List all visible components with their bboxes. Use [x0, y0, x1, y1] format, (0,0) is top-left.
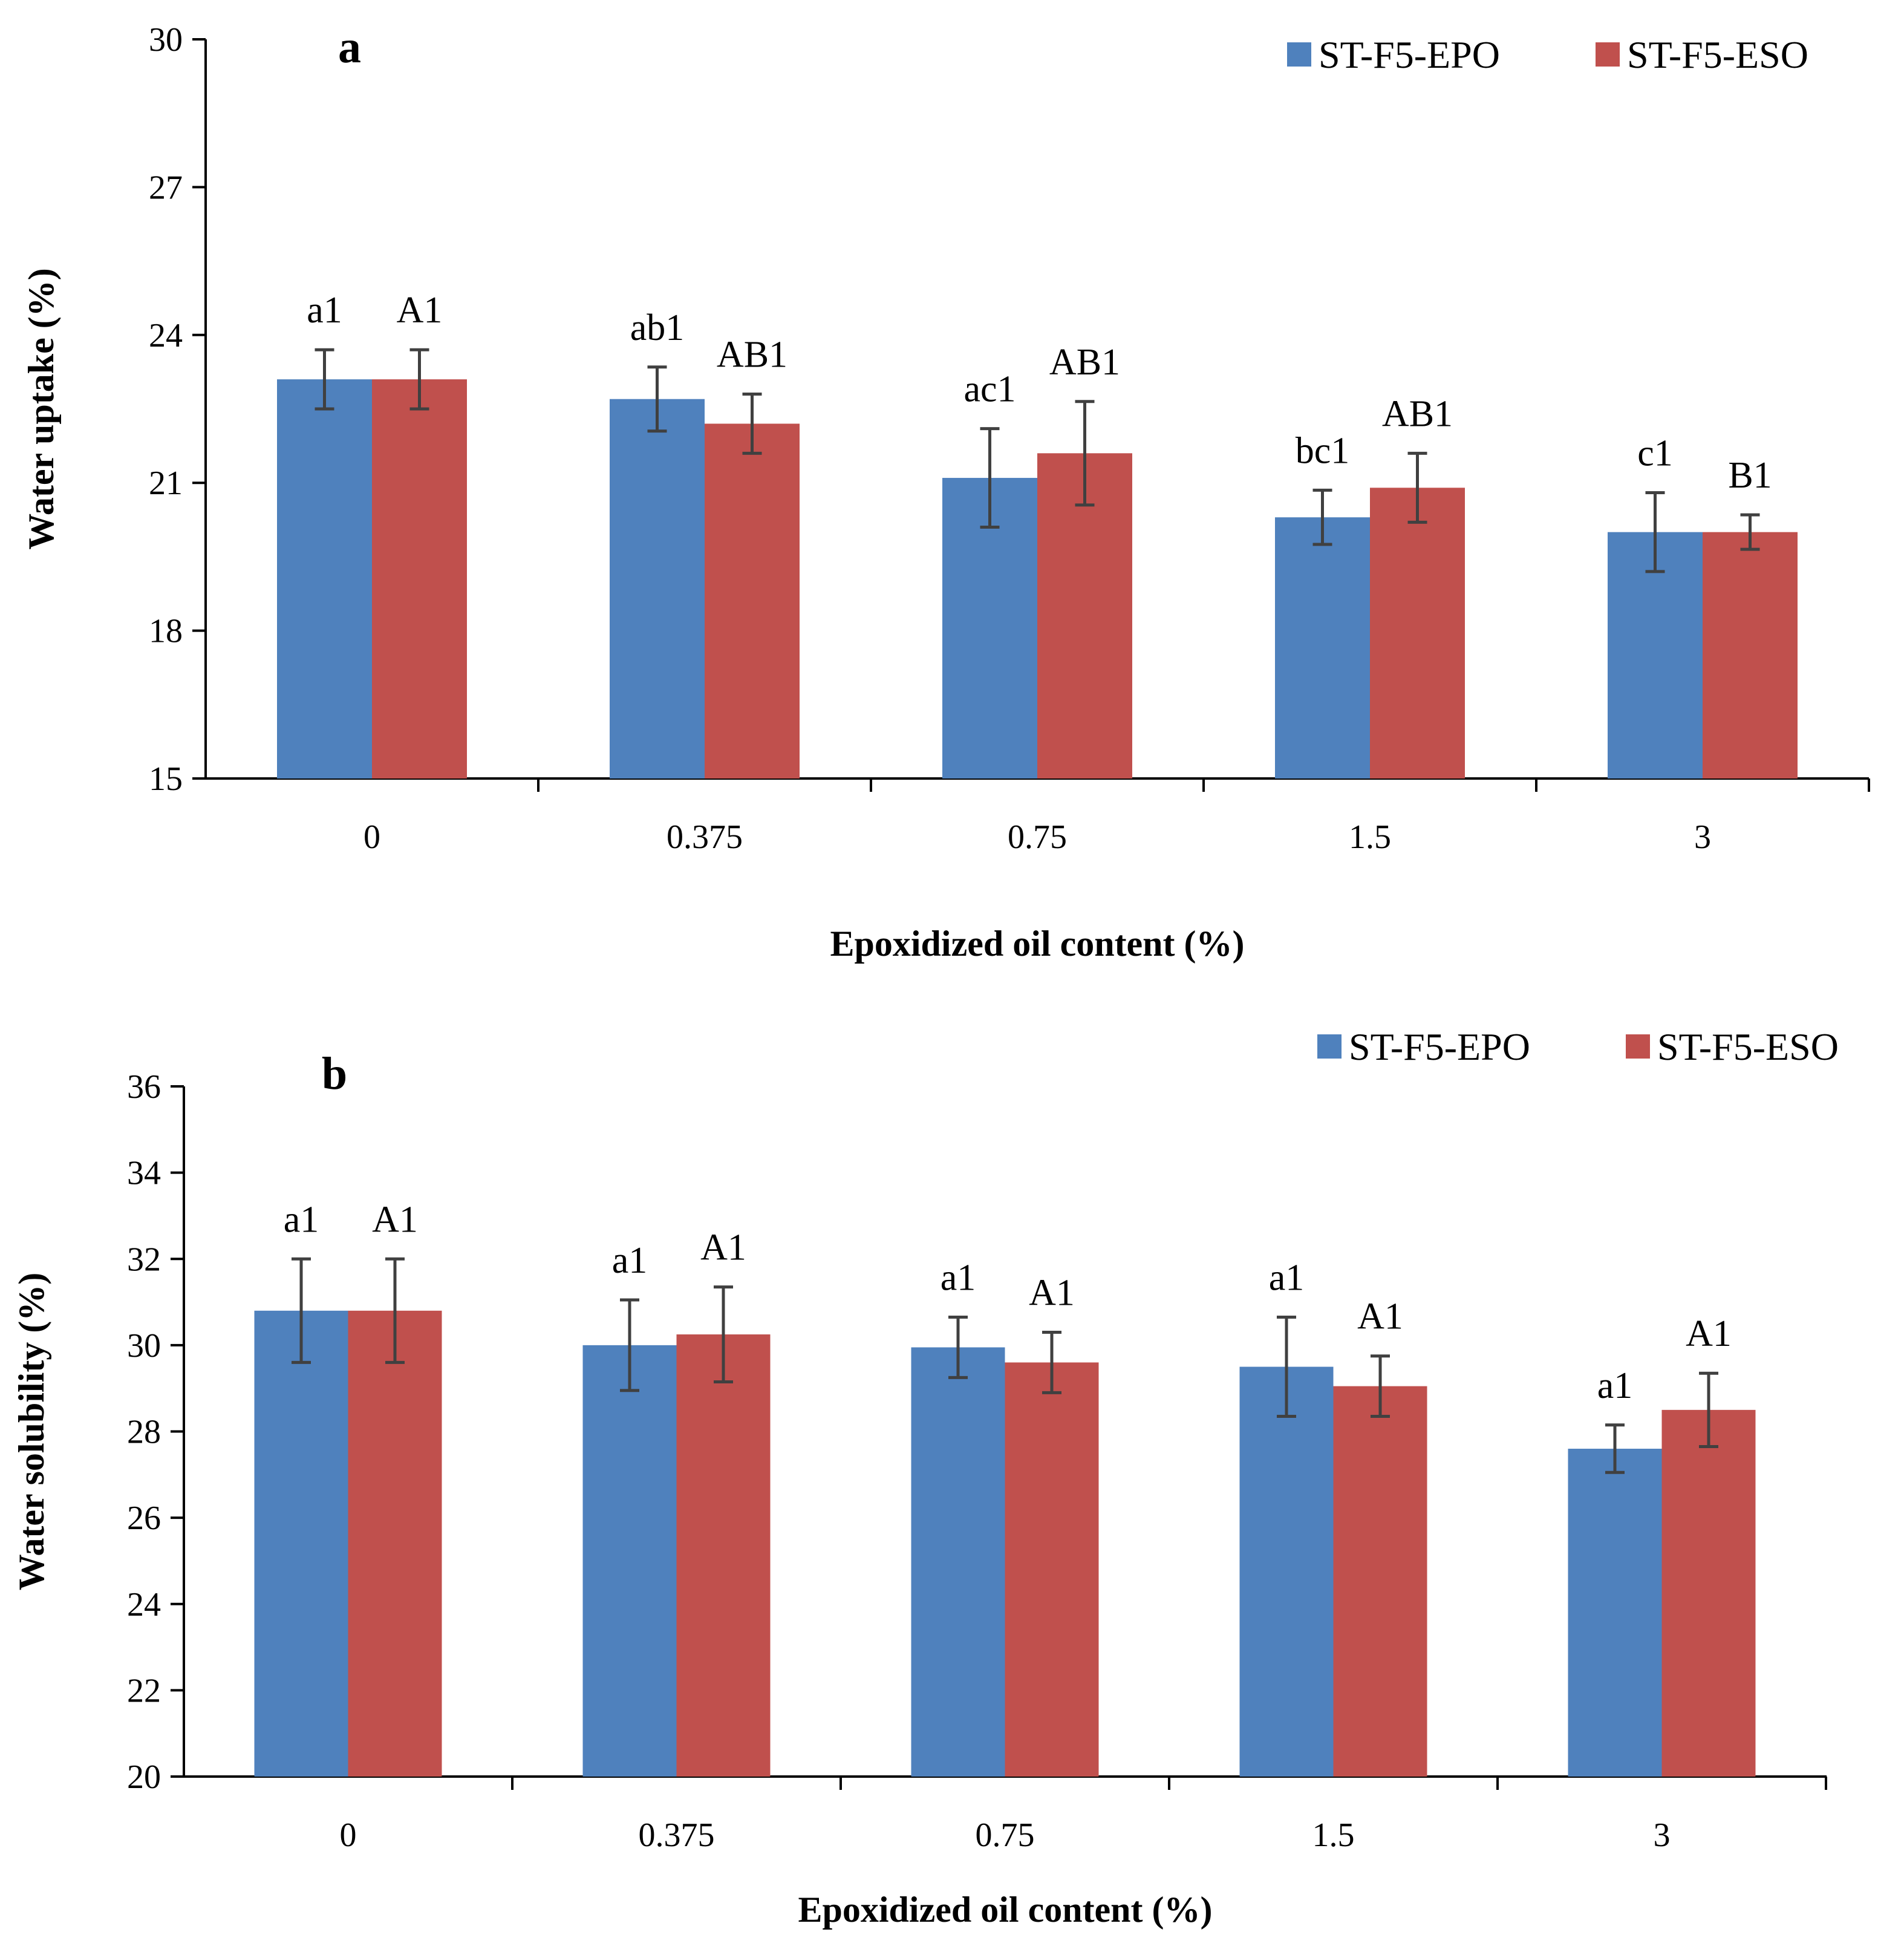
legend-label: ST-F5-EPO: [1349, 1025, 1530, 1068]
panel-label: a: [338, 22, 361, 73]
bar-eso: [1703, 532, 1798, 778]
significance-label: ac1: [963, 369, 1016, 410]
y-tick-label: 30: [127, 1327, 161, 1365]
bar-eso: [1661, 1409, 1756, 1777]
bar-epo: [277, 379, 372, 778]
panel-label: b: [322, 1048, 347, 1099]
legend-swatch: [1317, 1034, 1342, 1059]
x-tick-label: 3: [1694, 818, 1711, 856]
bar-eso: [1037, 453, 1132, 778]
x-tick-label: 0: [340, 1816, 357, 1854]
significance-label: A1: [700, 1227, 746, 1268]
legend: ST-F5-EPO ST-F5-ESO: [1317, 1025, 1839, 1068]
y-axis-title: Water solubility (%): [11, 1273, 51, 1591]
y-tick-label: 36: [127, 1068, 161, 1106]
y-tick-label: 30: [149, 21, 183, 59]
significance-label: a1: [612, 1240, 648, 1281]
significance-label: AB1: [717, 335, 787, 376]
y-tick-label: 21: [149, 465, 183, 502]
bar-epo: [1275, 517, 1370, 778]
legend: ST-F5-EPO ST-F5-ESO: [1287, 33, 1808, 76]
legend-label: ST-F5-ESO: [1627, 33, 1808, 76]
bar-epo: [911, 1347, 1005, 1777]
legend-label: ST-F5-EPO: [1319, 33, 1500, 76]
significance-label: B1: [1728, 455, 1772, 496]
significance-label: A1: [372, 1199, 418, 1240]
bar-eso: [1333, 1386, 1427, 1777]
x-tick-label: 0.75: [1008, 818, 1067, 856]
x-tick-label: 0: [364, 818, 380, 856]
significance-label: a1: [1269, 1258, 1305, 1299]
y-tick-label: 15: [149, 760, 183, 798]
bar-eso: [348, 1310, 442, 1777]
bar-eso: [1005, 1362, 1099, 1777]
bar-eso: [705, 423, 800, 778]
y-tick-label: 32: [127, 1241, 161, 1278]
significance-label: A1: [1686, 1313, 1732, 1354]
x-tick-label: 0.375: [667, 818, 743, 856]
x-axis-title: Epoxidized oil content (%): [830, 924, 1245, 964]
y-tick-label: 22: [127, 1672, 161, 1709]
significance-label: A1: [1029, 1272, 1075, 1313]
y-tick-label: 34: [127, 1155, 161, 1192]
significance-label: AB1: [1049, 342, 1120, 383]
significance-label: a1: [284, 1199, 319, 1240]
x-tick-label: 1.5: [1349, 818, 1391, 856]
x-axis-title: Epoxidized oil content (%): [798, 1890, 1213, 1930]
y-tick-label: 28: [127, 1414, 161, 1451]
legend-swatch: [1626, 1034, 1650, 1059]
significance-label: bc1: [1296, 430, 1350, 471]
x-tick-label: 0.75: [976, 1816, 1035, 1854]
bar-eso: [676, 1334, 771, 1777]
significance-label: AB1: [1382, 393, 1453, 434]
significance-label: a1: [1597, 1365, 1633, 1406]
bar-eso: [1370, 488, 1465, 778]
significance-label: ab1: [630, 307, 685, 348]
x-tick-label: 3: [1654, 1816, 1671, 1854]
y-tick-label: 27: [149, 169, 183, 206]
bar-epo: [1608, 532, 1703, 778]
x-tick-label: 1.5: [1312, 1816, 1355, 1854]
panel-b-water-solubility-chart: 20 22 24 26 28 30 32 34 36 0 a1 A1 0.375 a1 A1 0.75 a1 A1…: [11, 1025, 1839, 1930]
x-tick-label: 0.375: [639, 1816, 715, 1854]
significance-label: A1: [1357, 1296, 1403, 1337]
legend-swatch: [1596, 42, 1620, 67]
significance-label: a1: [941, 1258, 976, 1299]
legend-label: ST-F5-ESO: [1657, 1025, 1839, 1068]
significance-label: A1: [397, 290, 443, 331]
significance-label: c1: [1637, 432, 1673, 474]
y-tick-label: 20: [127, 1758, 161, 1796]
bar-epo: [1568, 1449, 1662, 1777]
y-tick-label: 18: [149, 613, 183, 650]
bar-eso: [372, 379, 467, 778]
bar-epo: [254, 1310, 348, 1777]
y-tick-label: 26: [127, 1500, 161, 1537]
y-axis-title: Water uptake (%): [21, 268, 61, 550]
significance-label: a1: [307, 290, 342, 331]
bar-epo: [610, 399, 705, 778]
y-tick-label: 24: [127, 1586, 161, 1624]
bar-epo: [1239, 1366, 1334, 1777]
bar-epo: [582, 1345, 677, 1777]
y-tick-label: 24: [149, 317, 183, 354]
legend-swatch: [1287, 42, 1311, 67]
